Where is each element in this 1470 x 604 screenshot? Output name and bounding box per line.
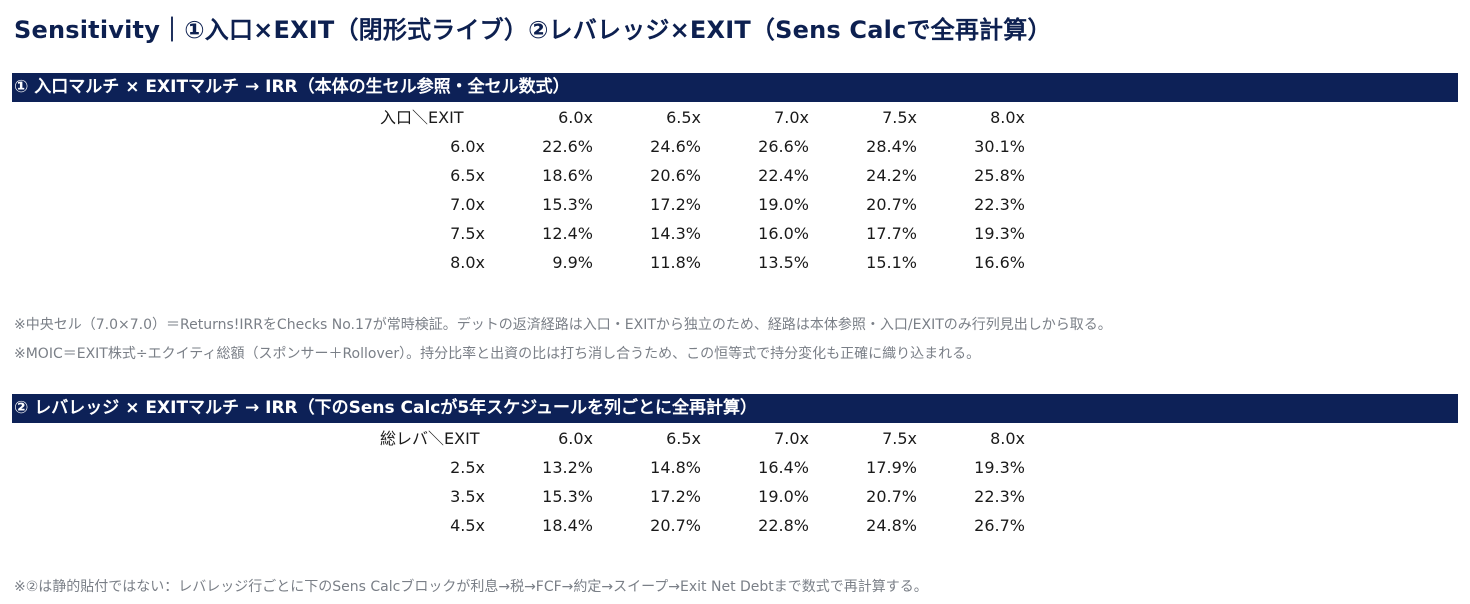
irr-cell[interactable]: 17.2%	[650, 195, 701, 214]
irr-cell[interactable]: 30.1%	[974, 137, 1025, 156]
section1-table: 入口＼EXIT 6.0x 6.5x 7.0x 7.5x 8.0x 6.0x 22…	[0, 103, 1100, 277]
irr-cell[interactable]: 17.7%	[866, 224, 917, 243]
table-row: 7.5x 12.4% 14.3% 16.0% 17.7% 19.3%	[0, 219, 1100, 248]
irr-cell[interactable]: 16.0%	[758, 224, 809, 243]
irr-cell[interactable]: 9.9%	[552, 253, 593, 272]
table-row: 8.0x 9.9% 11.8% 13.5% 15.1% 16.6%	[0, 248, 1100, 277]
section2-table: 総レバ＼EXIT 6.0x 6.5x 7.0x 7.5x 8.0x 2.5x 1…	[0, 424, 1100, 540]
irr-cell[interactable]: 19.0%	[758, 195, 809, 214]
section1-col-header: 6.5x	[666, 108, 701, 127]
section2-col-header: 6.5x	[666, 429, 701, 448]
section2-header: ② レバレッジ × EXITマルチ → IRR（下のSens Calcが5年スケ…	[12, 394, 1458, 423]
irr-cell[interactable]: 22.4%	[758, 166, 809, 185]
irr-cell[interactable]: 19.3%	[974, 458, 1025, 477]
irr-cell[interactable]: 20.7%	[866, 195, 917, 214]
section2-header-row: 総レバ＼EXIT 6.0x 6.5x 7.0x 7.5x 8.0x	[0, 424, 1100, 453]
section1-header: ① 入口マルチ × EXITマルチ → IRR（本体の生セル参照・全セル数式）	[12, 73, 1458, 102]
irr-cell[interactable]: 20.7%	[650, 516, 701, 535]
row-label: 6.5x	[450, 166, 485, 185]
irr-cell[interactable]: 11.8%	[650, 253, 701, 272]
irr-cell[interactable]: 16.4%	[758, 458, 809, 477]
table-row: 6.0x 22.6% 24.6% 26.6% 28.4% 30.1%	[0, 132, 1100, 161]
irr-cell[interactable]: 24.8%	[866, 516, 917, 535]
section2-note-recalc: ※②は静的貼付ではない：レバレッジ行ごとに下のSens Calcブロックが利息→…	[14, 579, 928, 595]
irr-cell[interactable]: 15.3%	[542, 195, 593, 214]
irr-cell[interactable]: 26.7%	[974, 516, 1025, 535]
irr-cell[interactable]: 13.2%	[542, 458, 593, 477]
irr-cell[interactable]: 24.6%	[650, 137, 701, 156]
irr-cell[interactable]: 20.6%	[650, 166, 701, 185]
irr-cell[interactable]: 19.3%	[974, 224, 1025, 243]
irr-cell[interactable]: 25.8%	[974, 166, 1025, 185]
irr-cell[interactable]: 22.6%	[542, 137, 593, 156]
section2-corner-label: 総レバ＼EXIT	[380, 429, 480, 448]
table-row: 2.5x 13.2% 14.8% 16.4% 17.9% 19.3%	[0, 453, 1100, 482]
row-label: 4.5x	[450, 516, 485, 535]
section2-col-header: 6.0x	[558, 429, 593, 448]
section1-corner-label: 入口＼EXIT	[380, 108, 464, 127]
irr-cell[interactable]: 22.3%	[974, 487, 1025, 506]
section2-col-header: 7.0x	[774, 429, 809, 448]
section2-col-header: 8.0x	[990, 429, 1025, 448]
section1-note-center-cell: ※中央セル（7.0×7.0）＝Returns!IRRをChecks No.17が…	[14, 317, 1112, 333]
irr-cell[interactable]: 24.2%	[866, 166, 917, 185]
irr-cell[interactable]: 13.5%	[758, 253, 809, 272]
table-row: 7.0x 15.3% 17.2% 19.0% 20.7% 22.3%	[0, 190, 1100, 219]
irr-cell[interactable]: 17.2%	[650, 487, 701, 506]
irr-cell[interactable]: 18.6%	[542, 166, 593, 185]
irr-cell[interactable]: 15.1%	[866, 253, 917, 272]
irr-cell[interactable]: 22.3%	[974, 195, 1025, 214]
irr-cell[interactable]: 15.3%	[542, 487, 593, 506]
section1-note-moic: ※MOIC＝EXIT株式÷エクイティ総額（スポンサー＋Rollover）。持分比…	[14, 346, 981, 362]
table-row: 6.5x 18.6% 20.6% 22.4% 24.2% 25.8%	[0, 161, 1100, 190]
irr-cell[interactable]: 28.4%	[866, 137, 917, 156]
section2-col-header: 7.5x	[882, 429, 917, 448]
table-row: 4.5x 18.4% 20.7% 22.8% 24.8% 26.7%	[0, 511, 1100, 540]
irr-cell[interactable]: 16.6%	[974, 253, 1025, 272]
irr-cell[interactable]: 26.6%	[758, 137, 809, 156]
irr-cell[interactable]: 14.3%	[650, 224, 701, 243]
row-label: 2.5x	[450, 458, 485, 477]
irr-cell[interactable]: 14.8%	[650, 458, 701, 477]
irr-cell[interactable]: 18.4%	[542, 516, 593, 535]
section1-col-header: 8.0x	[990, 108, 1025, 127]
irr-cell[interactable]: 20.7%	[866, 487, 917, 506]
row-label: 7.5x	[450, 224, 485, 243]
irr-cell[interactable]: 12.4%	[542, 224, 593, 243]
row-label: 7.0x	[450, 195, 485, 214]
section1-header-row: 入口＼EXIT 6.0x 6.5x 7.0x 7.5x 8.0x	[0, 103, 1100, 132]
table-row: 3.5x 15.3% 17.2% 19.0% 20.7% 22.3%	[0, 482, 1100, 511]
row-label: 6.0x	[450, 137, 485, 156]
irr-cell[interactable]: 17.9%	[866, 458, 917, 477]
section1-col-header: 7.5x	[882, 108, 917, 127]
irr-cell[interactable]: 22.8%	[758, 516, 809, 535]
page-title: Sensitivity｜①入口×EXIT（閉形式ライブ）②レバレッジ×EXIT（…	[14, 16, 1052, 44]
section1-col-header: 7.0x	[774, 108, 809, 127]
row-label: 8.0x	[450, 253, 485, 272]
row-label: 3.5x	[450, 487, 485, 506]
section1-col-header: 6.0x	[558, 108, 593, 127]
irr-cell[interactable]: 19.0%	[758, 487, 809, 506]
